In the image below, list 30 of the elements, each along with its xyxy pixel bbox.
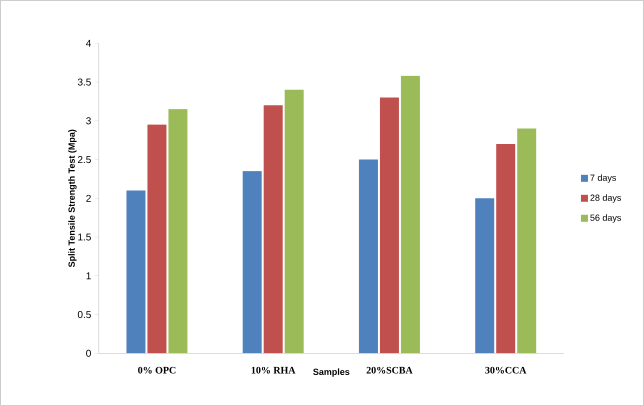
x-tick-label: 0% OPC (138, 366, 176, 374)
y-tick-label: 0.5 (78, 311, 91, 318)
legend-label: 56 days (590, 214, 622, 223)
bar (380, 98, 399, 354)
x-tick-label: 30%CCA (485, 366, 526, 374)
x-axis-title: Samples (313, 368, 350, 377)
bar (517, 128, 536, 354)
y-tick-label: 3.5 (78, 78, 91, 86)
x-tick-label: 10% RHA (252, 366, 296, 374)
bar (358, 160, 378, 354)
y-tick-label: 0 (86, 350, 91, 357)
bar (475, 198, 494, 354)
bar (242, 171, 262, 354)
y-tick-label: 4 (86, 40, 92, 47)
bar (284, 90, 304, 354)
bar (168, 109, 188, 354)
bar (264, 105, 283, 354)
y-tick-label: 1.5 (78, 234, 91, 241)
bar (400, 76, 420, 354)
y-tick-label: 3 (86, 117, 91, 124)
legend-label: 28 days (590, 194, 622, 203)
y-tick-label: 2.5 (78, 156, 91, 164)
y-tick-label: 1 (86, 272, 91, 280)
bar (496, 144, 516, 354)
y-axis-title: Split Tensile Strength Test (Mpa) (68, 130, 77, 268)
x-tick-label: 20%SCBA (366, 366, 413, 374)
bar (126, 190, 146, 354)
bar (147, 124, 166, 354)
y-tick-label: 2 (86, 194, 91, 202)
legend-label: 7 days (590, 174, 616, 183)
